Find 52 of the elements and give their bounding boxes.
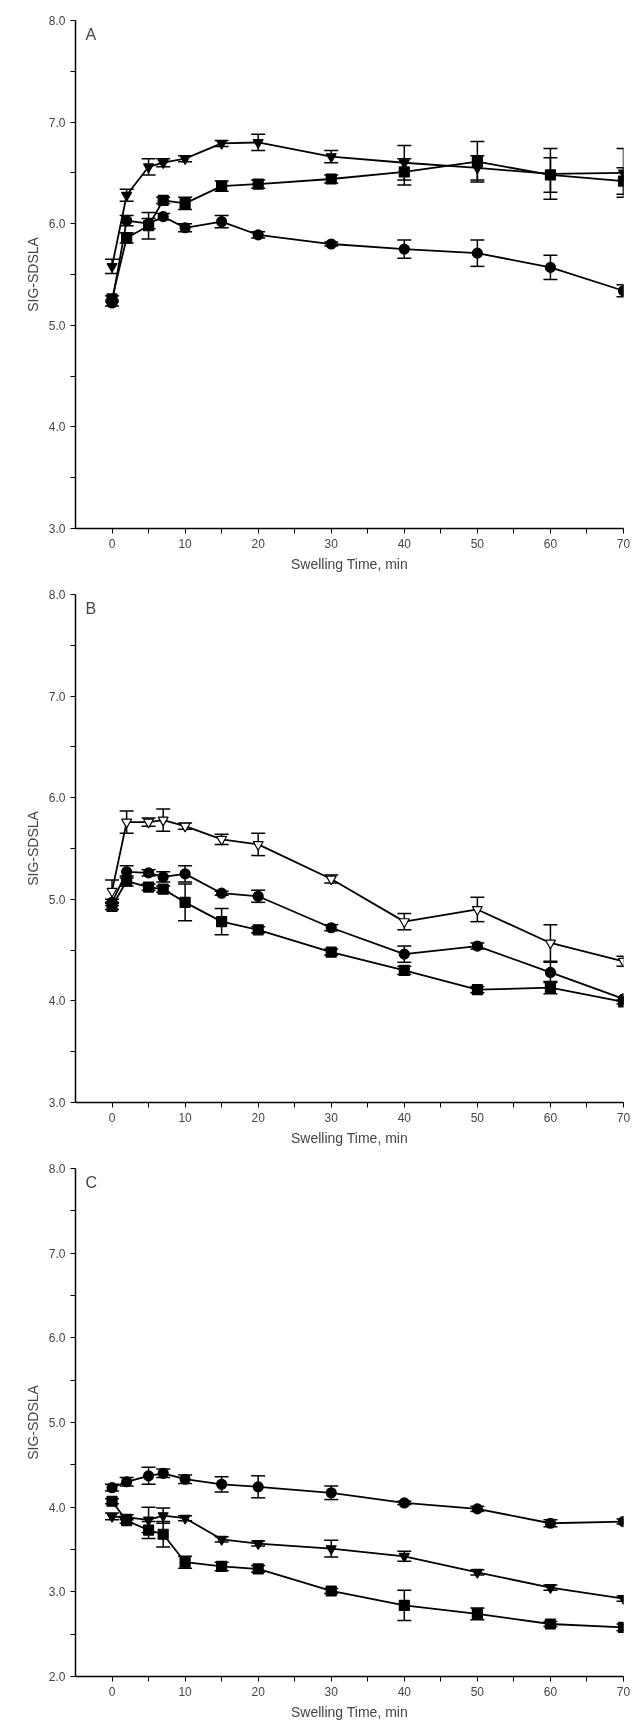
x-tick-label: 30 — [324, 536, 339, 551]
x-tick-label: 40 — [397, 1110, 412, 1125]
y-tick-label: 7.0 — [48, 689, 66, 704]
x-tick-label: 50 — [470, 1684, 485, 1699]
y-tick-label: 6.0 — [48, 1331, 66, 1346]
y-tick-label: 2.0 — [48, 1670, 66, 1684]
x-axis-title: Swelling Time, min — [291, 1703, 408, 1720]
y-tick-label: 6.0 — [48, 217, 66, 232]
x-tick-label: 70 — [616, 1110, 631, 1125]
x-tick-label: 30 — [324, 1110, 339, 1125]
y-tick-label: 4.0 — [48, 1500, 66, 1515]
x-tick-label: 10 — [178, 536, 193, 551]
x-tick-label: 70 — [616, 536, 631, 551]
x-tick-label: 0 — [108, 1684, 116, 1699]
chart-title: C — [85, 1173, 98, 1191]
x-tick-label: 40 — [397, 1684, 412, 1699]
x-tick-label: 60 — [543, 1110, 558, 1125]
y-tick-label: 8.0 — [48, 14, 66, 28]
x-tick-label: 60 — [543, 1684, 558, 1699]
x-tick-label: 0 — [108, 1110, 116, 1125]
x-tick-label: 70 — [616, 1684, 631, 1699]
x-tick-label: 10 — [178, 1110, 193, 1125]
y-axis-title: SIG-SDSLA — [24, 1384, 41, 1460]
x-tick-label: 20 — [251, 536, 266, 551]
x-tick-label: 0 — [108, 536, 116, 551]
y-tick-label: 7.0 — [48, 1246, 66, 1261]
y-tick-label: 8.0 — [48, 1162, 66, 1176]
y-tick-label: 6.0 — [48, 791, 66, 806]
x-tick-label: 30 — [324, 1684, 339, 1699]
y-axis-title: SIG-SDSLA — [24, 236, 41, 312]
y-tick-label: 3.0 — [48, 1096, 66, 1110]
y-tick-label: 3.0 — [48, 522, 66, 536]
x-tick-label: 50 — [470, 1110, 485, 1125]
y-tick-label: 7.0 — [48, 115, 66, 130]
x-axis-title: Swelling Time, min — [291, 555, 408, 572]
y-tick-label: 5.0 — [48, 318, 66, 333]
x-tick-label: 10 — [178, 1684, 193, 1699]
y-tick-label: 4.0 — [48, 420, 66, 435]
x-tick-label: 40 — [397, 536, 412, 551]
x-axis-title: Swelling Time, min — [291, 1129, 408, 1146]
y-tick-label: 3.0 — [48, 1585, 66, 1600]
x-tick-label: 50 — [470, 536, 485, 551]
y-tick-label: 8.0 — [48, 588, 66, 602]
chart-title: A — [85, 25, 97, 43]
x-tick-label: 20 — [251, 1110, 266, 1125]
y-axis-title: SIG-SDSLA — [24, 810, 41, 886]
y-tick-label: 4.0 — [48, 994, 66, 1009]
chart-title: B — [85, 599, 97, 617]
x-tick-label: 20 — [251, 1684, 266, 1699]
y-tick-label: 5.0 — [48, 1416, 66, 1430]
y-tick-label: 5.0 — [48, 892, 66, 907]
x-tick-label: 60 — [543, 536, 558, 551]
